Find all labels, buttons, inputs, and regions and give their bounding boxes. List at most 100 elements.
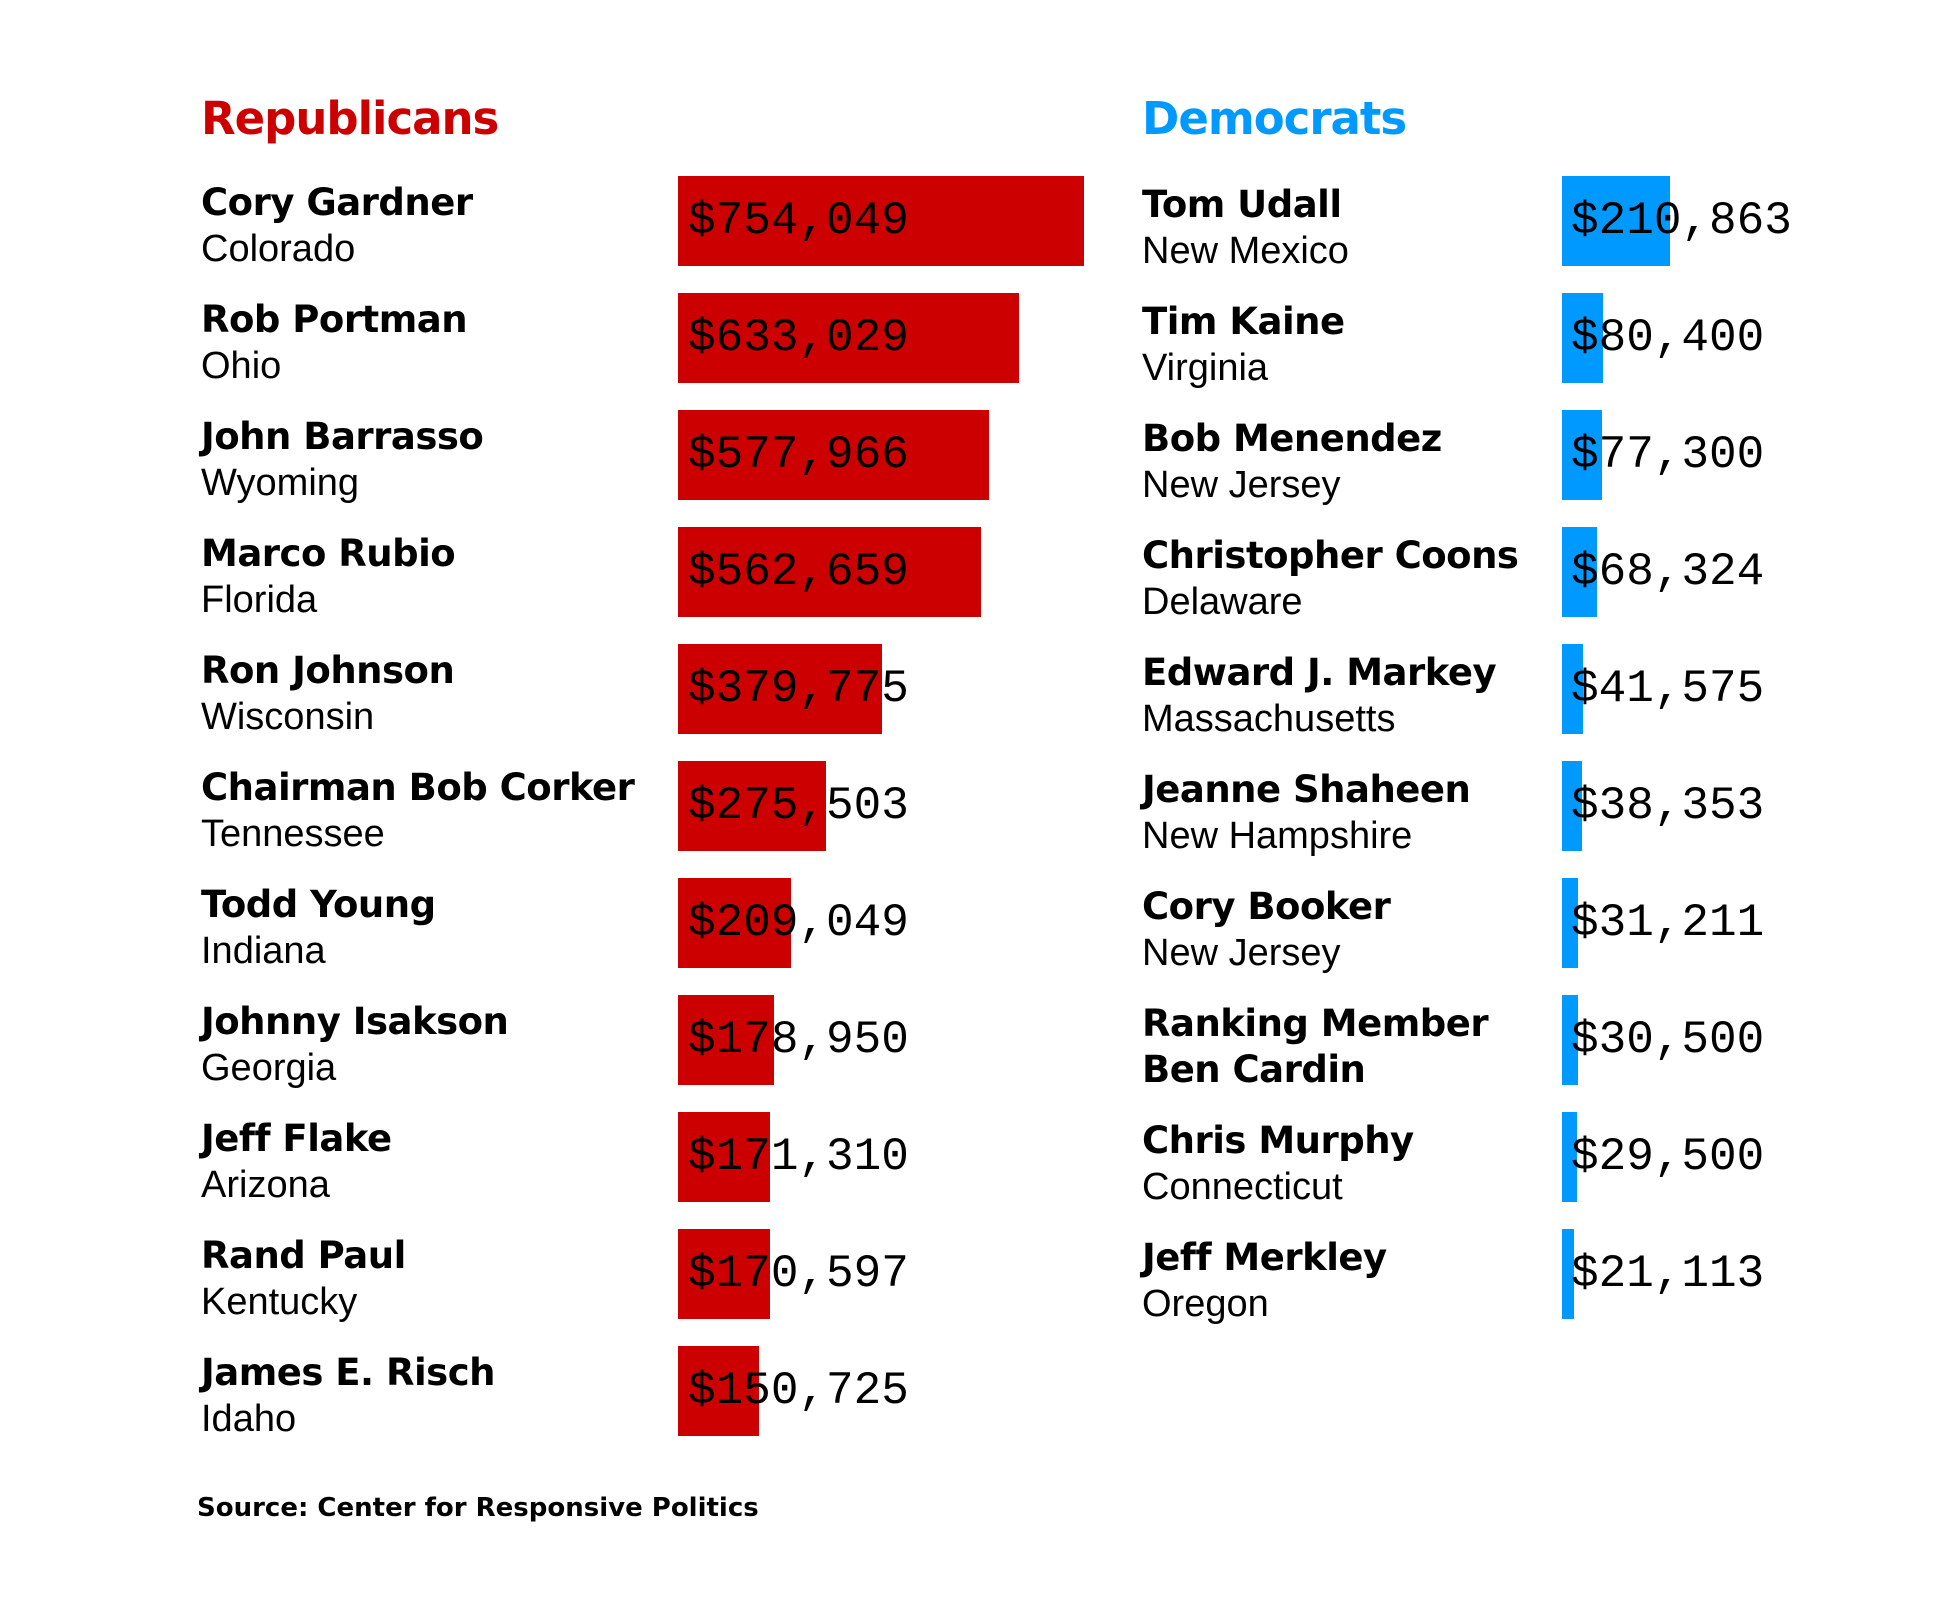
senator-name: Marco Rubio xyxy=(201,532,456,575)
senator-state: Georgia xyxy=(201,1047,337,1089)
bar-value-label: $577,966 xyxy=(688,429,909,481)
bar-value-label: $275,503 xyxy=(688,780,909,832)
bar-value-label: $30,500 xyxy=(1571,1014,1765,1066)
senator-state: Delaware xyxy=(1142,581,1303,623)
bar xyxy=(678,995,775,1085)
bar-row-christopher-coons: Christopher Coons Delaware $68,324 xyxy=(1142,527,1871,633)
bar-row-rob-portman: Rob Portman Ohio $633,029 xyxy=(201,293,1019,397)
senator-name: Ben Cardin xyxy=(1142,1048,1366,1091)
bar-row-ranking-member-ben-cardin: Ranking Member Ben Cardin $30,500 xyxy=(1142,995,1871,1101)
senator-state: Massachusetts xyxy=(1142,698,1396,740)
bar-value-label: $562,659 xyxy=(688,546,909,598)
senator-name: Jeanne Shaheen xyxy=(1142,768,1471,811)
source-note: Source: Center for Responsive Politics xyxy=(197,1493,759,1523)
senator-state: Wisconsin xyxy=(201,696,375,738)
bar xyxy=(678,410,990,500)
bar xyxy=(1562,176,1670,266)
senator-name: Tom Udall xyxy=(1142,183,1342,226)
senator-name: John Barrasso xyxy=(201,415,484,458)
bar xyxy=(1562,527,1597,617)
bar-value-label: $754,049 xyxy=(688,195,909,247)
senator-state: New Hampshire xyxy=(1142,815,1413,857)
senator-state: Wyoming xyxy=(201,462,360,504)
senator-name: Ranking Member xyxy=(1142,1002,1489,1045)
senator-state: Arizona xyxy=(201,1164,330,1206)
senator-state: Colorado xyxy=(201,228,356,270)
bar-row-tom-udall: Tom Udall New Mexico $210,863 xyxy=(1142,176,1871,282)
bar-value-label: $178,950 xyxy=(688,1014,909,1066)
senator-name: Ron Johnson xyxy=(201,649,455,692)
senator-name: Rob Portman xyxy=(201,298,468,341)
bar-row-marco-rubio: Marco Rubio Florida $562,659 xyxy=(201,527,988,631)
senator-state: Kentucky xyxy=(201,1281,358,1323)
bar xyxy=(678,527,981,617)
bar-row-john-barrasso: John Barrasso Wyoming $577,966 xyxy=(201,410,990,514)
senator-name: Chairman Bob Corker xyxy=(201,766,635,809)
senator-name: James E. Risch xyxy=(201,1351,495,1394)
republicans-title: Republicans xyxy=(201,92,499,145)
bar xyxy=(678,176,1084,266)
senator-state: Idaho xyxy=(201,1398,297,1440)
bar xyxy=(1562,644,1584,734)
bar-row-chris-murphy: Chris Murphy Connecticut $29,500 xyxy=(1142,1112,1871,1218)
senator-name: Jeff Flake xyxy=(201,1117,392,1160)
senator-state: Connecticut xyxy=(1142,1166,1343,1208)
senator-state: New Mexico xyxy=(1142,230,1349,272)
bar-value-label: $41,575 xyxy=(1571,663,1765,715)
bar-row-bob-menendez: Bob Menendez New Jersey $77,300 xyxy=(1142,410,1871,516)
bar xyxy=(678,1346,760,1436)
senator-state: New Jersey xyxy=(1142,932,1341,974)
bar-value-label: $31,211 xyxy=(1571,897,1765,949)
senator-state: Indiana xyxy=(201,930,326,972)
senator-name: Jeff Merkley xyxy=(1142,1236,1387,1279)
bar-value-label: $209,049 xyxy=(688,897,909,949)
senator-state: New Jersey xyxy=(1142,464,1341,506)
bar-value-label: $29,500 xyxy=(1571,1131,1765,1183)
bar-row-edward-j-markey: Edward J. Markey Massachusetts $41,575 xyxy=(1142,644,1871,750)
bar xyxy=(1562,293,1604,383)
bar-row-chairman-bob-corker: Chairman Bob Corker Tennessee $275,503 xyxy=(201,761,988,865)
bar xyxy=(678,1229,770,1319)
senator-name: Cory Gardner xyxy=(201,181,473,224)
bar-value-label: $38,353 xyxy=(1571,780,1765,832)
bar-row-jeff-merkley: Jeff Merkley Oregon $21,113 xyxy=(1142,1229,1871,1335)
bar xyxy=(1562,878,1578,968)
bar-row-johnny-isakson: Johnny Isakson Georgia $178,950 xyxy=(201,995,988,1099)
bar-row-todd-young: Todd Young Indiana $209,049 xyxy=(201,878,988,982)
senator-state: Florida xyxy=(201,579,318,621)
bar-value-label: $171,310 xyxy=(688,1131,909,1183)
bar-value-label: $633,029 xyxy=(688,312,909,364)
bar xyxy=(678,644,883,734)
bar xyxy=(678,1112,771,1202)
bar xyxy=(1562,1112,1578,1202)
senator-name: Christopher Coons xyxy=(1142,534,1519,577)
bar-value-label: $21,113 xyxy=(1571,1248,1765,1300)
bar xyxy=(1562,1229,1574,1319)
democrats-title: Democrats xyxy=(1142,92,1407,145)
bar-value-label: $170,597 xyxy=(688,1248,909,1300)
bar xyxy=(1562,761,1582,851)
bar-row-ron-johnson: Ron Johnson Wisconsin $379,775 xyxy=(201,644,988,748)
bar-row-cory-booker: Cory Booker New Jersey $31,211 xyxy=(1142,878,1871,984)
bar-value-label: $150,725 xyxy=(688,1365,909,1417)
bar-row-jeff-flake: Jeff Flake Arizona $171,310 xyxy=(201,1112,988,1216)
bar xyxy=(1562,410,1602,500)
bar xyxy=(678,761,827,851)
bar xyxy=(678,878,791,968)
senator-state: Virginia xyxy=(1142,347,1269,389)
bar xyxy=(678,293,1019,383)
bar-row-tim-kaine: Tim Kaine Virginia $80,400 xyxy=(1142,293,1871,399)
senator-name: Todd Young xyxy=(201,883,436,926)
bar-value-label: $80,400 xyxy=(1571,312,1765,364)
senator-state: Ohio xyxy=(201,345,282,387)
senator-name: Edward J. Markey xyxy=(1142,651,1497,694)
bar-value-label: $68,324 xyxy=(1571,546,1765,598)
senator-name: Rand Paul xyxy=(201,1234,406,1277)
bar-row-rand-paul: Rand Paul Kentucky $170,597 xyxy=(201,1229,988,1333)
senator-state: Tennessee xyxy=(201,813,385,855)
senator-state: Oregon xyxy=(1142,1283,1269,1325)
senator-name: Johnny Isakson xyxy=(201,1000,509,1043)
bar-row-james-e-risch: James E. Risch Idaho $150,725 xyxy=(201,1346,988,1450)
senator-name: Chris Murphy xyxy=(1142,1119,1414,1162)
